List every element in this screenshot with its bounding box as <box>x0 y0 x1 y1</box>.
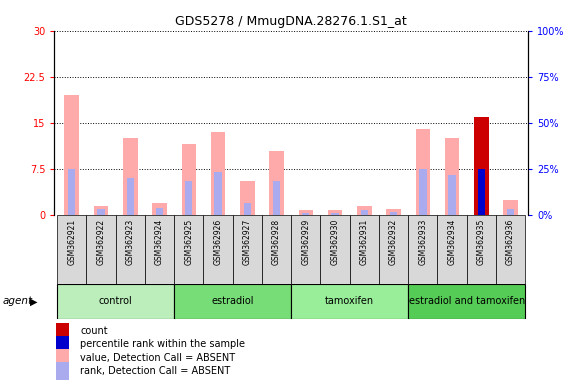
Bar <box>65 95 79 215</box>
Text: GSM362928: GSM362928 <box>272 218 281 265</box>
Text: GSM362935: GSM362935 <box>477 218 486 265</box>
Bar <box>244 203 251 215</box>
Bar <box>185 181 192 215</box>
Bar <box>145 215 174 284</box>
Bar <box>273 181 280 215</box>
Text: agent: agent <box>3 296 33 306</box>
Text: rank, Detection Call = ABSENT: rank, Detection Call = ABSENT <box>80 366 231 376</box>
Bar <box>123 138 138 215</box>
Bar <box>57 215 86 284</box>
Text: tamoxifen: tamoxifen <box>325 296 374 306</box>
Bar <box>270 151 284 215</box>
Bar <box>507 209 514 215</box>
Text: ▶: ▶ <box>30 296 37 306</box>
Bar <box>408 284 525 319</box>
Bar <box>174 215 203 284</box>
Bar <box>302 213 309 215</box>
Bar <box>55 323 69 340</box>
Bar <box>86 215 116 284</box>
Bar <box>474 117 489 215</box>
Bar <box>349 215 379 284</box>
Bar <box>55 336 69 353</box>
Text: GSM362934: GSM362934 <box>448 218 457 265</box>
Text: estradiol: estradiol <box>211 296 254 306</box>
Bar <box>233 215 262 284</box>
Bar <box>94 206 108 215</box>
Bar <box>55 362 69 379</box>
Text: GSM362923: GSM362923 <box>126 218 135 265</box>
Bar <box>116 215 145 284</box>
Bar <box>503 200 518 215</box>
Bar <box>182 144 196 215</box>
Text: GSM362932: GSM362932 <box>389 218 398 265</box>
Text: GSM362930: GSM362930 <box>331 218 340 265</box>
Bar <box>57 284 174 319</box>
Bar <box>361 210 368 215</box>
Text: GSM362924: GSM362924 <box>155 218 164 265</box>
Text: count: count <box>80 326 108 336</box>
Bar <box>387 209 401 215</box>
Text: GSM362921: GSM362921 <box>67 218 77 265</box>
Text: control: control <box>99 296 132 306</box>
Text: GSM362927: GSM362927 <box>243 218 252 265</box>
Text: GSM362933: GSM362933 <box>419 218 427 265</box>
Bar <box>467 215 496 284</box>
Bar <box>496 215 525 284</box>
Bar <box>478 169 485 215</box>
Bar <box>174 284 291 319</box>
Bar <box>152 203 167 215</box>
Bar <box>331 213 339 215</box>
Bar <box>299 210 313 215</box>
Bar <box>357 206 372 215</box>
Bar <box>215 172 222 215</box>
Bar <box>68 169 75 215</box>
Bar <box>379 215 408 284</box>
Bar <box>98 209 104 215</box>
Text: GSM362922: GSM362922 <box>96 218 106 265</box>
Bar <box>55 349 69 366</box>
Bar <box>445 138 460 215</box>
Bar <box>203 215 233 284</box>
Bar <box>156 208 163 215</box>
Text: GSM362929: GSM362929 <box>301 218 310 265</box>
Text: GDS5278 / MmugDNA.28276.1.S1_at: GDS5278 / MmugDNA.28276.1.S1_at <box>175 15 407 28</box>
Bar <box>262 215 291 284</box>
Bar <box>320 215 349 284</box>
Bar <box>328 210 343 215</box>
Bar <box>291 215 320 284</box>
Bar <box>437 215 467 284</box>
Text: value, Detection Call = ABSENT: value, Detection Call = ABSENT <box>80 353 235 363</box>
Bar <box>127 178 134 215</box>
Text: estradiol and tamoxifen: estradiol and tamoxifen <box>409 296 525 306</box>
Text: GSM362931: GSM362931 <box>360 218 369 265</box>
Bar <box>448 175 456 215</box>
Bar <box>211 132 226 215</box>
Bar <box>240 181 255 215</box>
Bar <box>408 215 437 284</box>
Text: percentile rank within the sample: percentile rank within the sample <box>80 339 245 349</box>
Text: GSM362936: GSM362936 <box>506 218 515 265</box>
Text: GSM362925: GSM362925 <box>184 218 194 265</box>
Text: GSM362926: GSM362926 <box>214 218 223 265</box>
Bar <box>390 212 397 215</box>
Bar <box>416 129 430 215</box>
Bar <box>419 169 427 215</box>
Bar <box>291 284 408 319</box>
